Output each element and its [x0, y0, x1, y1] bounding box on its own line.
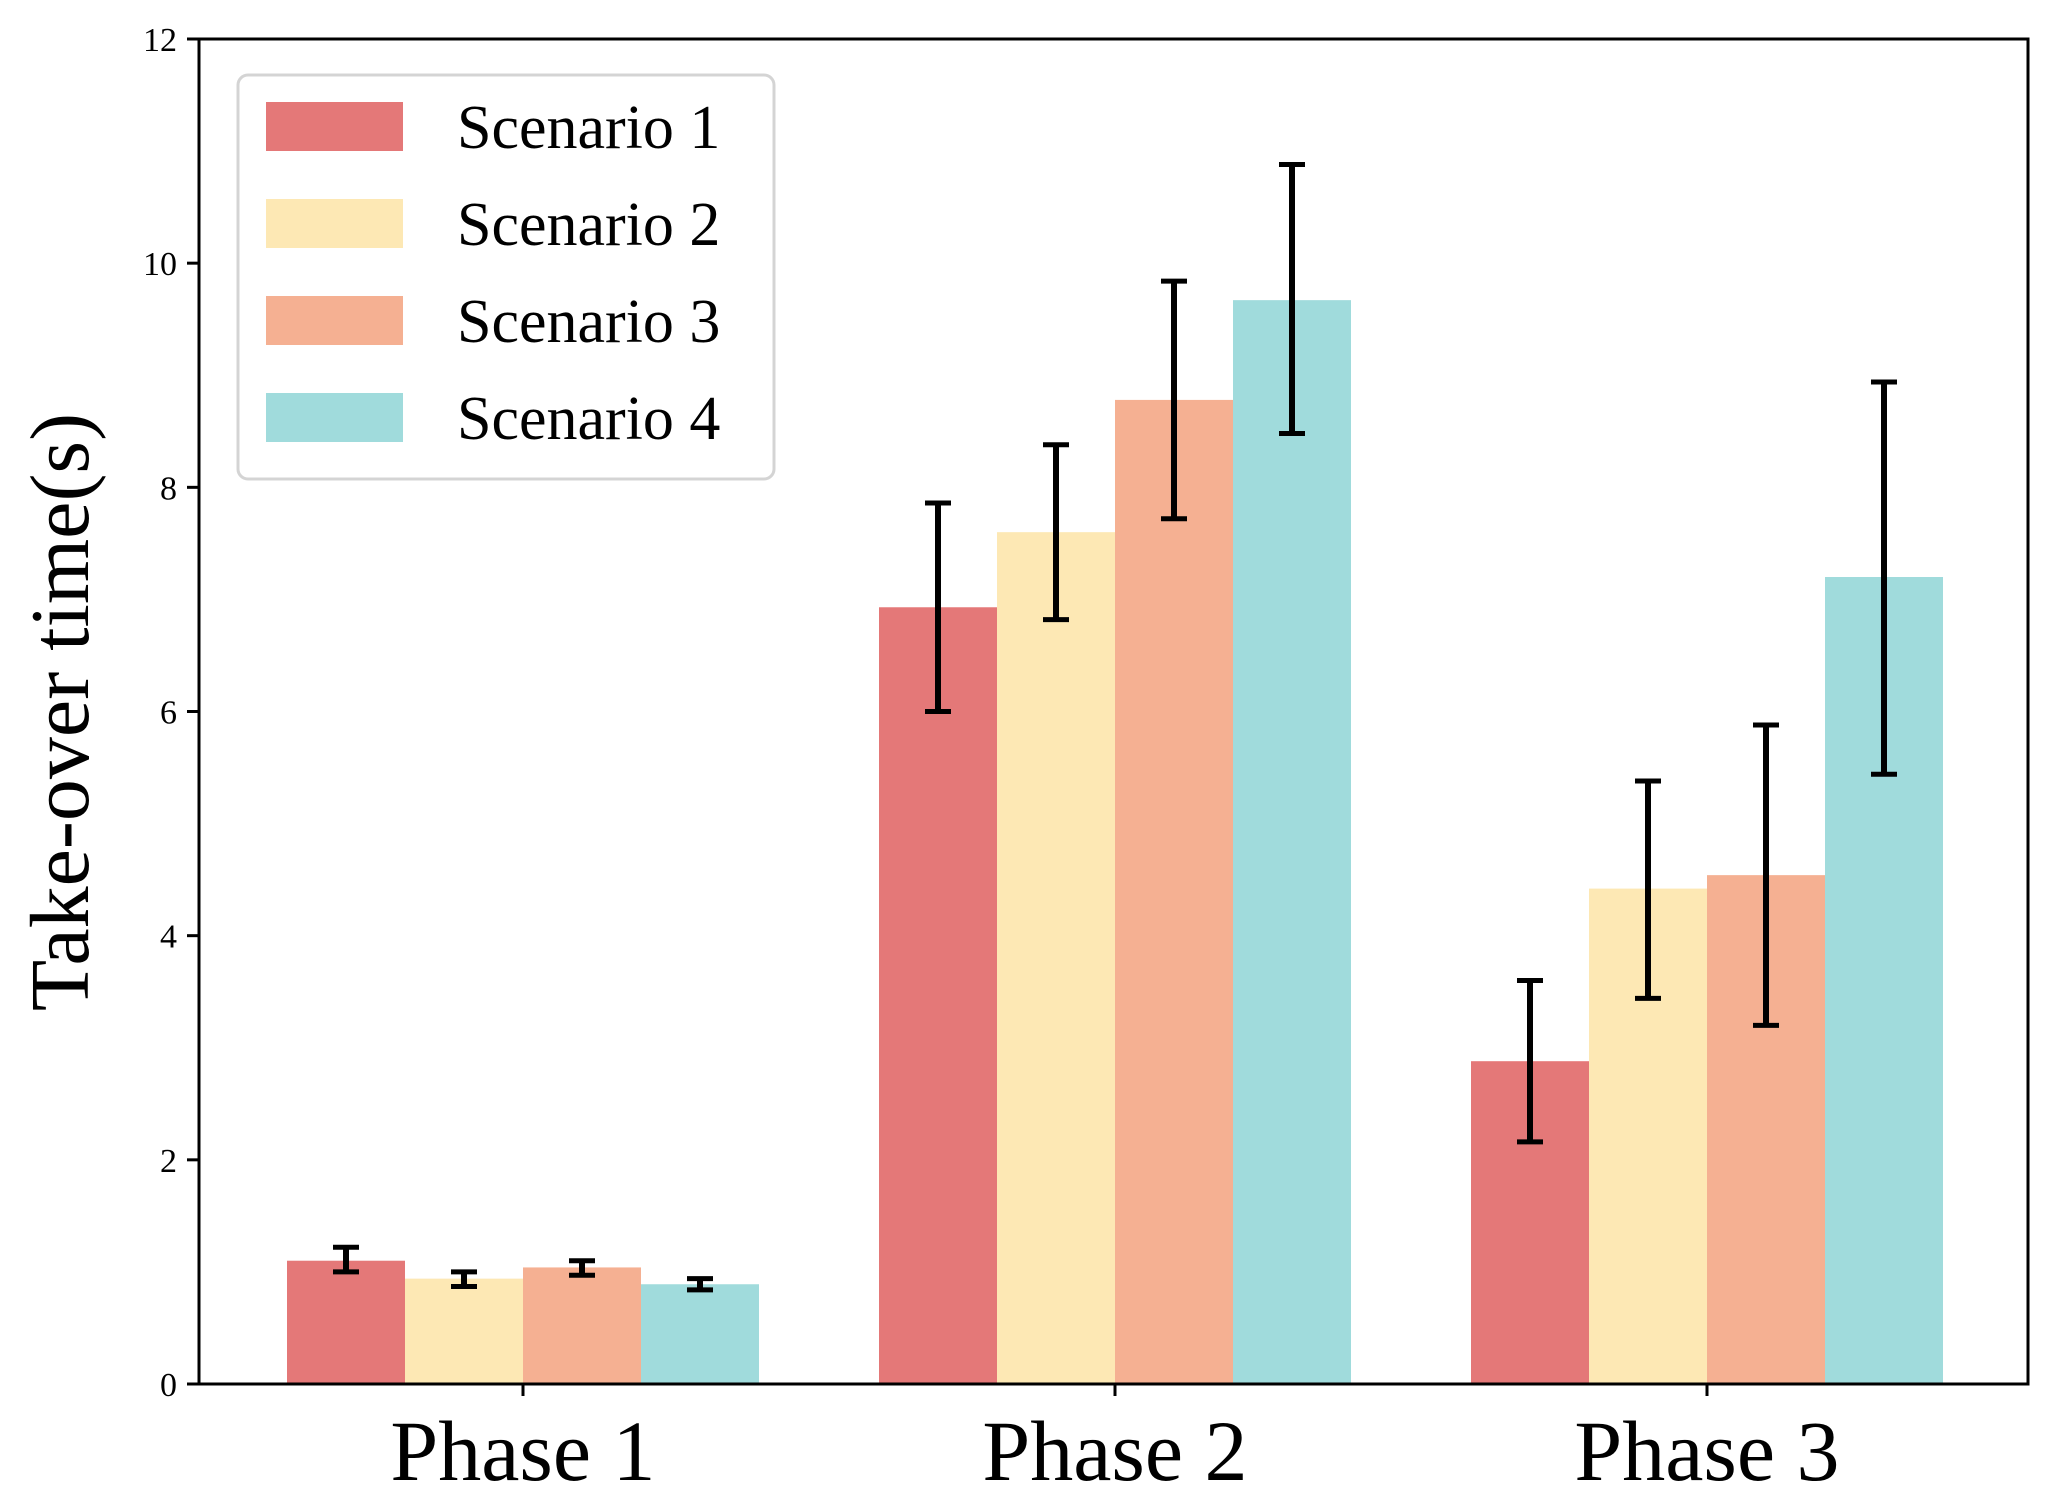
error-bar-scenario-1-phase-2	[925, 500, 951, 714]
y-tick-label: 8	[160, 470, 177, 507]
bar-scenario-3-phase-1	[523, 1267, 641, 1384]
error-bar-scenario-2-phase-1	[451, 1269, 477, 1289]
error-bar-scenario-4-phase-1	[687, 1276, 713, 1293]
bar-scenario-2-phase-1	[405, 1278, 523, 1384]
y-tick-label: 0	[160, 1367, 177, 1404]
error-bar-scenario-3-phase-1	[569, 1258, 595, 1278]
legend-item-scenario-1: Scenario 1	[266, 94, 720, 162]
y-tick-label: 6	[160, 695, 177, 732]
x-tick-label: Phase 1	[390, 1403, 655, 1499]
error-bar-scenario-2-phase-2	[1043, 442, 1069, 623]
legend-item-scenario-4: Scenario 4	[266, 385, 720, 453]
y-tick-label: 2	[160, 1143, 177, 1180]
legend-label: Scenario 3	[457, 288, 720, 356]
error-bar-scenario-1-phase-1	[333, 1244, 359, 1275]
y-axis: 0 2 4 6 8 10 12	[143, 22, 199, 1404]
legend-swatch	[266, 393, 403, 442]
error-bar-scenario-4-phase-2	[1279, 162, 1305, 437]
legend-label: Scenario 2	[457, 191, 720, 259]
legend-label: Scenario 1	[457, 94, 720, 162]
error-bar-scenario-4-phase-3	[1871, 379, 1897, 777]
legend-label: Scenario 4	[457, 385, 720, 453]
error-bar-scenario-1-phase-3	[1517, 978, 1543, 1145]
legend-box	[236, 73, 776, 481]
x-axis: Phase 1 Phase 2 Phase 3	[390, 1384, 1840, 1499]
x-tick-label: Phase 2	[982, 1403, 1247, 1499]
error-bar-scenario-3-phase-3	[1753, 722, 1779, 1028]
bar-scenario-1-phase-2	[879, 607, 997, 1384]
error-bar-scenario-2-phase-3	[1635, 778, 1661, 1001]
error-bars-layer	[333, 162, 1897, 1293]
legend-item-scenario-3: Scenario 3	[266, 288, 720, 356]
bar-scenario-4-phase-1	[641, 1284, 759, 1384]
legend-swatch	[266, 199, 403, 248]
error-bar-scenario-3-phase-2	[1161, 278, 1187, 522]
y-tick-label: 4	[160, 919, 177, 956]
bar-scenario-1-phase-1	[287, 1260, 405, 1384]
y-tick-label: 12	[143, 22, 177, 59]
legend-item-scenario-2: Scenario 2	[266, 191, 720, 259]
bars-layer	[287, 300, 1943, 1384]
legend-swatch	[266, 296, 403, 345]
legend: Scenario 1 Scenario 2 Scenario 3 Scenario 4	[236, 73, 776, 481]
y-axis-title: Take-over time(s)	[14, 413, 107, 1011]
legend-swatch	[266, 102, 403, 151]
bar-scenario-4-phase-2	[1233, 300, 1351, 1384]
bar-scenario-3-phase-2	[1115, 399, 1233, 1384]
bar-scenario-2-phase-2	[997, 532, 1115, 1384]
y-tick-label: 10	[143, 246, 177, 283]
x-tick-label: Phase 3	[1574, 1403, 1839, 1499]
